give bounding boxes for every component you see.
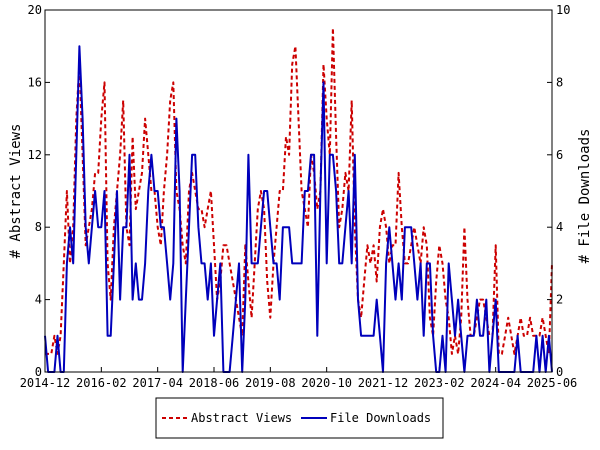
legend-label-file-downloads: File Downloads [330,411,431,425]
right-tick-label: 10 [556,3,570,17]
right-tick-label: 6 [556,148,563,162]
right-tick-label: 4 [556,220,563,234]
x-tick-label: 2023-02 [414,376,465,390]
x-axis: 2014-12 2016-02 2017-04 2018-06 2019-08 2020-… [20,367,578,390]
legend: Abstract Views File Downloads [155,397,444,439]
right-tick-label: 8 [556,75,563,89]
legend-label-abstract-views: Abstract Views [191,411,292,425]
x-tick-label: 2014-12 [20,376,71,390]
left-tick-label: 4 [35,293,42,307]
x-tick-label: 2017-04 [132,376,183,390]
x-tick-label: 2025-06 [527,376,578,390]
series-layer [44,27,553,373]
left-tick-label: 12 [28,148,42,162]
series-line-abstract-views [45,27,553,355]
right-y-axis: 0 2 4 6 8 10 [547,3,570,379]
right-tick-label: 0 [556,365,563,379]
series-line-file-downloads [44,45,553,373]
legend-box [155,397,444,439]
left-tick-label: 8 [35,220,42,234]
x-tick-label: 2016-02 [76,376,127,390]
x-tick-label: 2024-04 [470,376,521,390]
x-tick-label: 2019-08 [245,376,296,390]
x-tick-label: 2020-10 [301,376,352,390]
right-tick-label: 2 [556,293,563,307]
y-right-axis-title: # File Downloads [577,129,593,264]
x-tick-label: 2021-12 [358,376,409,390]
x-tick-label: 2018-06 [189,376,240,390]
y-left-axis-title: # Abstract Views [8,124,24,259]
left-tick-label: 20 [28,3,42,17]
left-tick-label: 0 [35,365,42,379]
left-tick-label: 16 [28,75,42,89]
plot-frame [44,9,553,373]
